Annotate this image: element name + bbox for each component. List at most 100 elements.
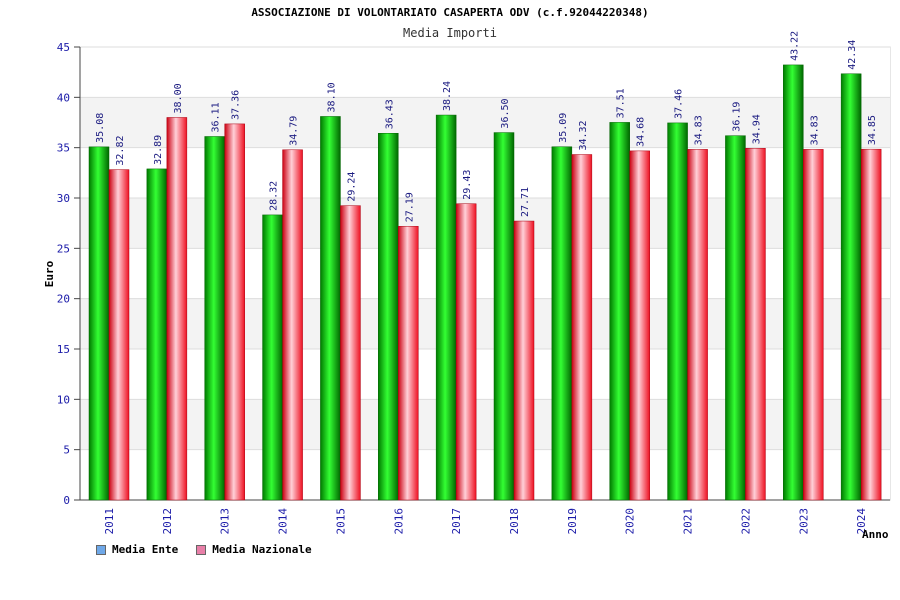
bar-media-ente	[667, 122, 688, 501]
bar-media-nazionale	[224, 123, 245, 501]
grid-band	[80, 449, 890, 500]
x-tick-label: 2014	[277, 508, 290, 535]
y-tick-label: 35	[57, 142, 70, 155]
data-label: 35.09	[558, 113, 569, 143]
x-axis-label: Anno	[862, 528, 889, 541]
y-tick-label: 45	[57, 41, 70, 54]
y-tick-label: 15	[57, 343, 70, 356]
data-label: 36.11	[211, 102, 222, 132]
x-tick-label: 2017	[450, 508, 463, 535]
y-tick-label: 10	[57, 393, 70, 406]
data-label: 34.68	[636, 117, 647, 147]
y-tick-label: 5	[63, 444, 70, 457]
bar-media-nazionale	[166, 117, 188, 501]
bar-media-nazionale	[398, 226, 419, 501]
legend-label-nazionale: Media Nazionale	[212, 543, 312, 556]
bar-media-nazionale	[455, 203, 477, 501]
legend-item-nazionale: Media Nazionale	[196, 543, 312, 556]
bar-media-nazionale	[745, 148, 766, 501]
y-axis-label: Euro	[43, 260, 56, 287]
x-tick-label: 2012	[161, 508, 174, 535]
data-label: 29.43	[462, 170, 473, 200]
x-tick-label: 2019	[566, 508, 579, 535]
data-label: 32.82	[115, 136, 126, 166]
grid-band	[80, 147, 890, 198]
bar-media-nazionale	[687, 149, 708, 501]
chart-subtitle: Media Importi	[403, 26, 497, 40]
data-label: 38.24	[442, 81, 453, 111]
data-label: 27.19	[404, 192, 415, 222]
bar-media-ente	[88, 146, 110, 501]
grid-band	[80, 47, 890, 98]
x-tick-label: 2011	[103, 508, 116, 535]
data-label: 36.19	[731, 102, 742, 132]
x-tick-label: 2022	[739, 508, 752, 535]
data-label: 32.89	[153, 135, 164, 165]
x-tick-label: 2020	[624, 508, 637, 535]
legend: Media Ente Media Nazionale	[96, 543, 312, 556]
y-tick-label: 30	[57, 192, 70, 205]
chart-title: ASSOCIAZIONE DI VOLONTARIATO CASAPERTA O…	[251, 6, 648, 19]
y-tick-label: 40	[57, 91, 70, 104]
bar-media-ente	[609, 122, 630, 501]
bar-media-ente	[493, 132, 515, 501]
y-tick-label: 25	[57, 242, 70, 255]
data-label: 36.50	[500, 98, 511, 128]
data-label: 37.46	[674, 89, 685, 119]
data-label: 35.08	[95, 113, 106, 143]
bar-media-ente	[725, 135, 746, 501]
grid-band	[80, 349, 890, 400]
bar-media-nazionale	[571, 154, 593, 501]
bar-media-nazionale	[108, 169, 130, 501]
data-label: 43.22	[789, 31, 800, 61]
bar-media-nazionale	[282, 149, 303, 501]
data-label: 34.79	[289, 116, 300, 146]
data-label: 34.83	[694, 115, 705, 145]
x-tick-label: 2013	[219, 508, 232, 535]
bar-media-ente	[551, 146, 573, 501]
x-tick-label: 2016	[392, 508, 405, 535]
y-tick-label: 20	[57, 293, 70, 306]
data-label: 34.85	[867, 115, 878, 145]
bar-media-nazionale	[860, 148, 882, 501]
legend-label-ente: Media Ente	[112, 543, 179, 556]
x-tick-label: 2021	[682, 508, 695, 535]
bar-media-nazionale	[629, 150, 650, 501]
data-label: 34.94	[751, 114, 762, 144]
grid-band	[80, 198, 890, 249]
data-label: 27.71	[520, 187, 531, 217]
legend-swatch-ente	[96, 544, 106, 555]
data-label: 34.32	[578, 120, 589, 150]
x-tick-label: 2015	[334, 508, 347, 535]
bar-media-ente	[320, 116, 341, 501]
bar-media-ente	[204, 136, 225, 501]
data-label: 29.24	[346, 172, 357, 202]
bar-media-ente	[146, 168, 168, 501]
bar-media-nazionale	[513, 220, 535, 501]
data-label: 34.83	[809, 115, 820, 145]
bar-media-ente	[262, 214, 283, 501]
x-tick-label: 2023	[797, 508, 810, 535]
x-tick-label: 2024	[855, 508, 868, 535]
data-label: 42.34	[847, 40, 858, 70]
grid-band	[80, 399, 890, 450]
grid-band	[80, 248, 890, 299]
data-label: 37.51	[616, 88, 627, 118]
bar-media-ente	[378, 133, 399, 501]
data-label: 37.36	[231, 90, 242, 120]
bar-media-nazionale	[803, 149, 824, 501]
bar-media-ente	[783, 64, 804, 501]
x-tick-label: 2018	[508, 508, 521, 535]
data-label: 28.32	[269, 181, 280, 211]
bar-media-ente	[435, 114, 457, 501]
bar-media-ente	[840, 73, 862, 501]
y-tick-label: 0	[63, 494, 70, 507]
data-label: 38.00	[173, 83, 184, 113]
grid-band	[80, 97, 890, 148]
grid-band	[80, 298, 890, 349]
legend-item-ente: Media Ente	[96, 543, 178, 556]
data-label: 38.10	[326, 82, 337, 112]
legend-swatch-nazionale	[196, 544, 207, 555]
bar-media-nazionale	[340, 205, 361, 501]
